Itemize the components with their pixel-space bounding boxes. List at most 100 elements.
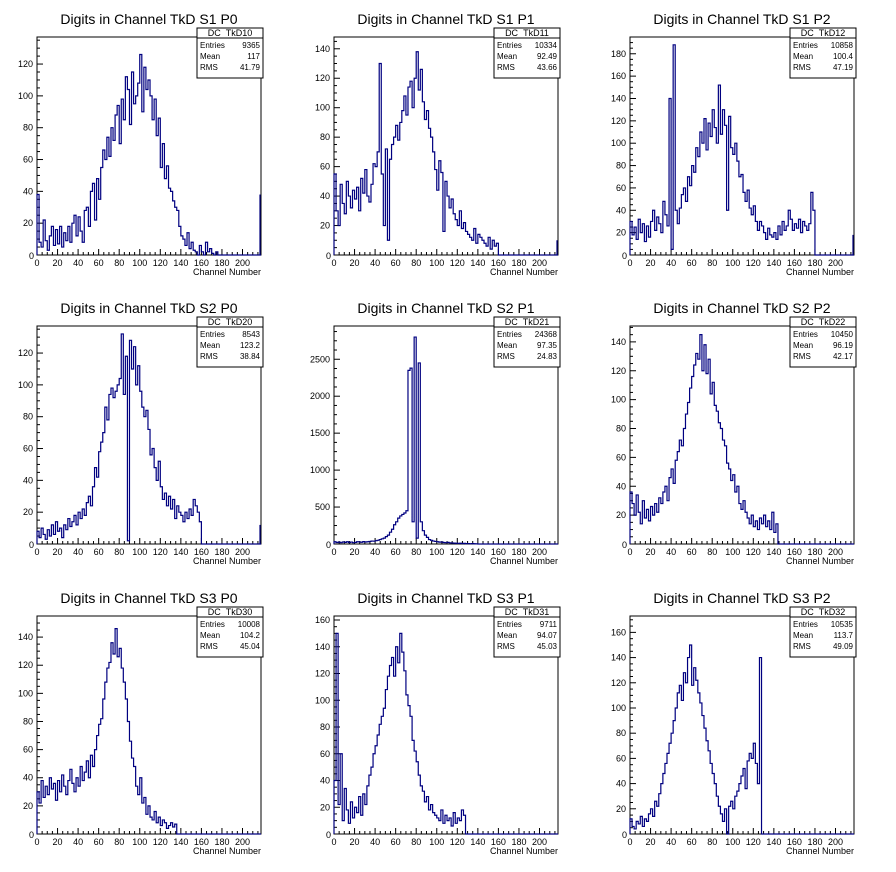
y-tick-label: 60 (320, 162, 330, 172)
plot-frame (629, 325, 855, 545)
x-tick-label: 40 (370, 547, 380, 557)
stats-box-frame (789, 606, 857, 658)
x-tick-label: 120 (746, 547, 761, 557)
y-tick-label: 100 (18, 380, 33, 390)
x-tick-label: 20 (350, 547, 360, 557)
x-tick-label: 100 (132, 837, 147, 847)
y-tick-label: 160 (611, 71, 626, 81)
stats-label: Entries (497, 41, 522, 50)
x-axis-label: Channel Number (193, 556, 261, 566)
stats-label: RMS (497, 352, 515, 361)
stats-value: 41.79 (240, 63, 261, 72)
x-tick-label: 180 (511, 547, 526, 557)
y-tick-label: 40 (616, 481, 626, 491)
x-tick-label: 0 (627, 547, 632, 557)
x-tick-label: 120 (450, 837, 465, 847)
stats-box-name: DC_TkD21 (505, 317, 550, 327)
x-tick-label: 140 (173, 547, 188, 557)
stats-box-frame (196, 606, 264, 658)
stats-label: Mean (200, 52, 220, 61)
stats-value: 10858 (831, 41, 854, 50)
x-tick-label: 80 (114, 258, 124, 268)
x-tick-label: 160 (194, 837, 209, 847)
stats-value: 9711 (540, 620, 558, 629)
chart-title: Digits in Channel TkD S3 P0 (60, 590, 237, 606)
x-axis-label: Channel Number (786, 846, 854, 856)
x-axis-label: Channel Number (490, 846, 558, 856)
x-tick-label: 200 (532, 258, 547, 268)
histogram-panel-3: Digits in Channel TkD S1 P2 0 20 40 60 80 100 1… (611, 11, 857, 277)
x-tick-label: 140 (173, 258, 188, 268)
stats-box: DC_TkD21 Entries 24368 Mean 97.35 RMS 24.83 (493, 316, 561, 368)
stats-value: 38.84 (240, 352, 261, 361)
y-tick-label: 40 (23, 475, 33, 485)
stats-label: Entries (200, 41, 225, 50)
x-tick-label: 140 (470, 258, 485, 268)
plot-frame (333, 325, 559, 545)
x-tick-label: 100 (132, 547, 147, 557)
stats-label: Mean (793, 52, 813, 61)
x-tick-label: 200 (828, 258, 843, 268)
x-tick-label: 140 (470, 547, 485, 557)
plot-frame (36, 615, 262, 835)
x-tick-label: 20 (350, 258, 360, 268)
x-tick-label: 60 (94, 258, 104, 268)
stats-label: RMS (793, 63, 811, 72)
stats-label: RMS (200, 642, 218, 651)
y-tick-label: 20 (23, 507, 33, 517)
stats-value: 24.83 (537, 352, 558, 361)
y-tick-label: 60 (320, 749, 330, 759)
x-tick-label: 120 (450, 547, 465, 557)
stats-value: 8543 (242, 330, 260, 339)
stats-value: 45.04 (240, 642, 261, 651)
stats-box: DC_TkD30 Entries 10008 Mean 104.2 RMS 45.04 (196, 606, 264, 658)
y-tick-label: 60 (616, 753, 626, 763)
stats-label: Entries (793, 330, 818, 339)
stats-box-name: DC_TkD30 (208, 607, 253, 617)
stats-label: RMS (497, 63, 515, 72)
stats-value: 92.49 (537, 52, 558, 61)
stats-value: 113.7 (834, 631, 854, 640)
stats-label: Entries (200, 330, 225, 339)
x-axis-label: Channel Number (490, 556, 558, 566)
x-tick-label: 40 (370, 837, 380, 847)
y-tick-label: 60 (23, 745, 33, 755)
histogram-panel-7: Digits in Channel TkD S3 P0 0 20 40 60 80 100 1… (18, 590, 264, 856)
stats-box-frame (196, 316, 264, 368)
x-axis-label: Channel Number (786, 556, 854, 566)
stats-label: Entries (793, 620, 818, 629)
chart-title: Digits in Channel TkD S1 P0 (60, 11, 237, 27)
stats-box-name: DC_TkD32 (801, 607, 846, 617)
y-tick-label: 120 (18, 348, 33, 358)
plot-frame (36, 325, 262, 545)
y-tick-label: 60 (616, 452, 626, 462)
stats-box: DC_TkD20 Entries 8543 Mean 123.2 RMS 38.84 (196, 316, 264, 368)
x-tick-label: 100 (725, 258, 740, 268)
y-tick-label: 80 (320, 132, 330, 142)
histogram-line (36, 628, 261, 835)
y-tick-label: 0 (326, 540, 331, 550)
stats-label: Mean (497, 341, 517, 350)
y-tick-label: 80 (616, 161, 626, 171)
stats-box-name: DC_TkD22 (801, 317, 846, 327)
y-tick-label: 120 (18, 59, 33, 69)
x-tick-label: 180 (807, 837, 822, 847)
histogram-line (36, 53, 261, 256)
histogram-line (629, 644, 854, 835)
x-tick-label: 180 (511, 258, 526, 268)
x-tick-label: 60 (687, 258, 697, 268)
y-tick-label: 40 (320, 776, 330, 786)
x-tick-label: 0 (331, 258, 336, 268)
stats-value: 97.35 (537, 341, 558, 350)
stats-value: 104.2 (240, 631, 261, 640)
x-tick-label: 20 (53, 837, 63, 847)
y-tick-label: 20 (23, 801, 33, 811)
x-tick-label: 200 (235, 837, 250, 847)
x-tick-label: 80 (411, 258, 421, 268)
x-tick-label: 100 (725, 547, 740, 557)
stats-label: Entries (497, 330, 522, 339)
stats-box-name: DC_TkD31 (505, 607, 550, 617)
x-tick-label: 0 (331, 837, 336, 847)
y-tick-label: 140 (611, 93, 626, 103)
stats-value: 123.2 (240, 341, 261, 350)
